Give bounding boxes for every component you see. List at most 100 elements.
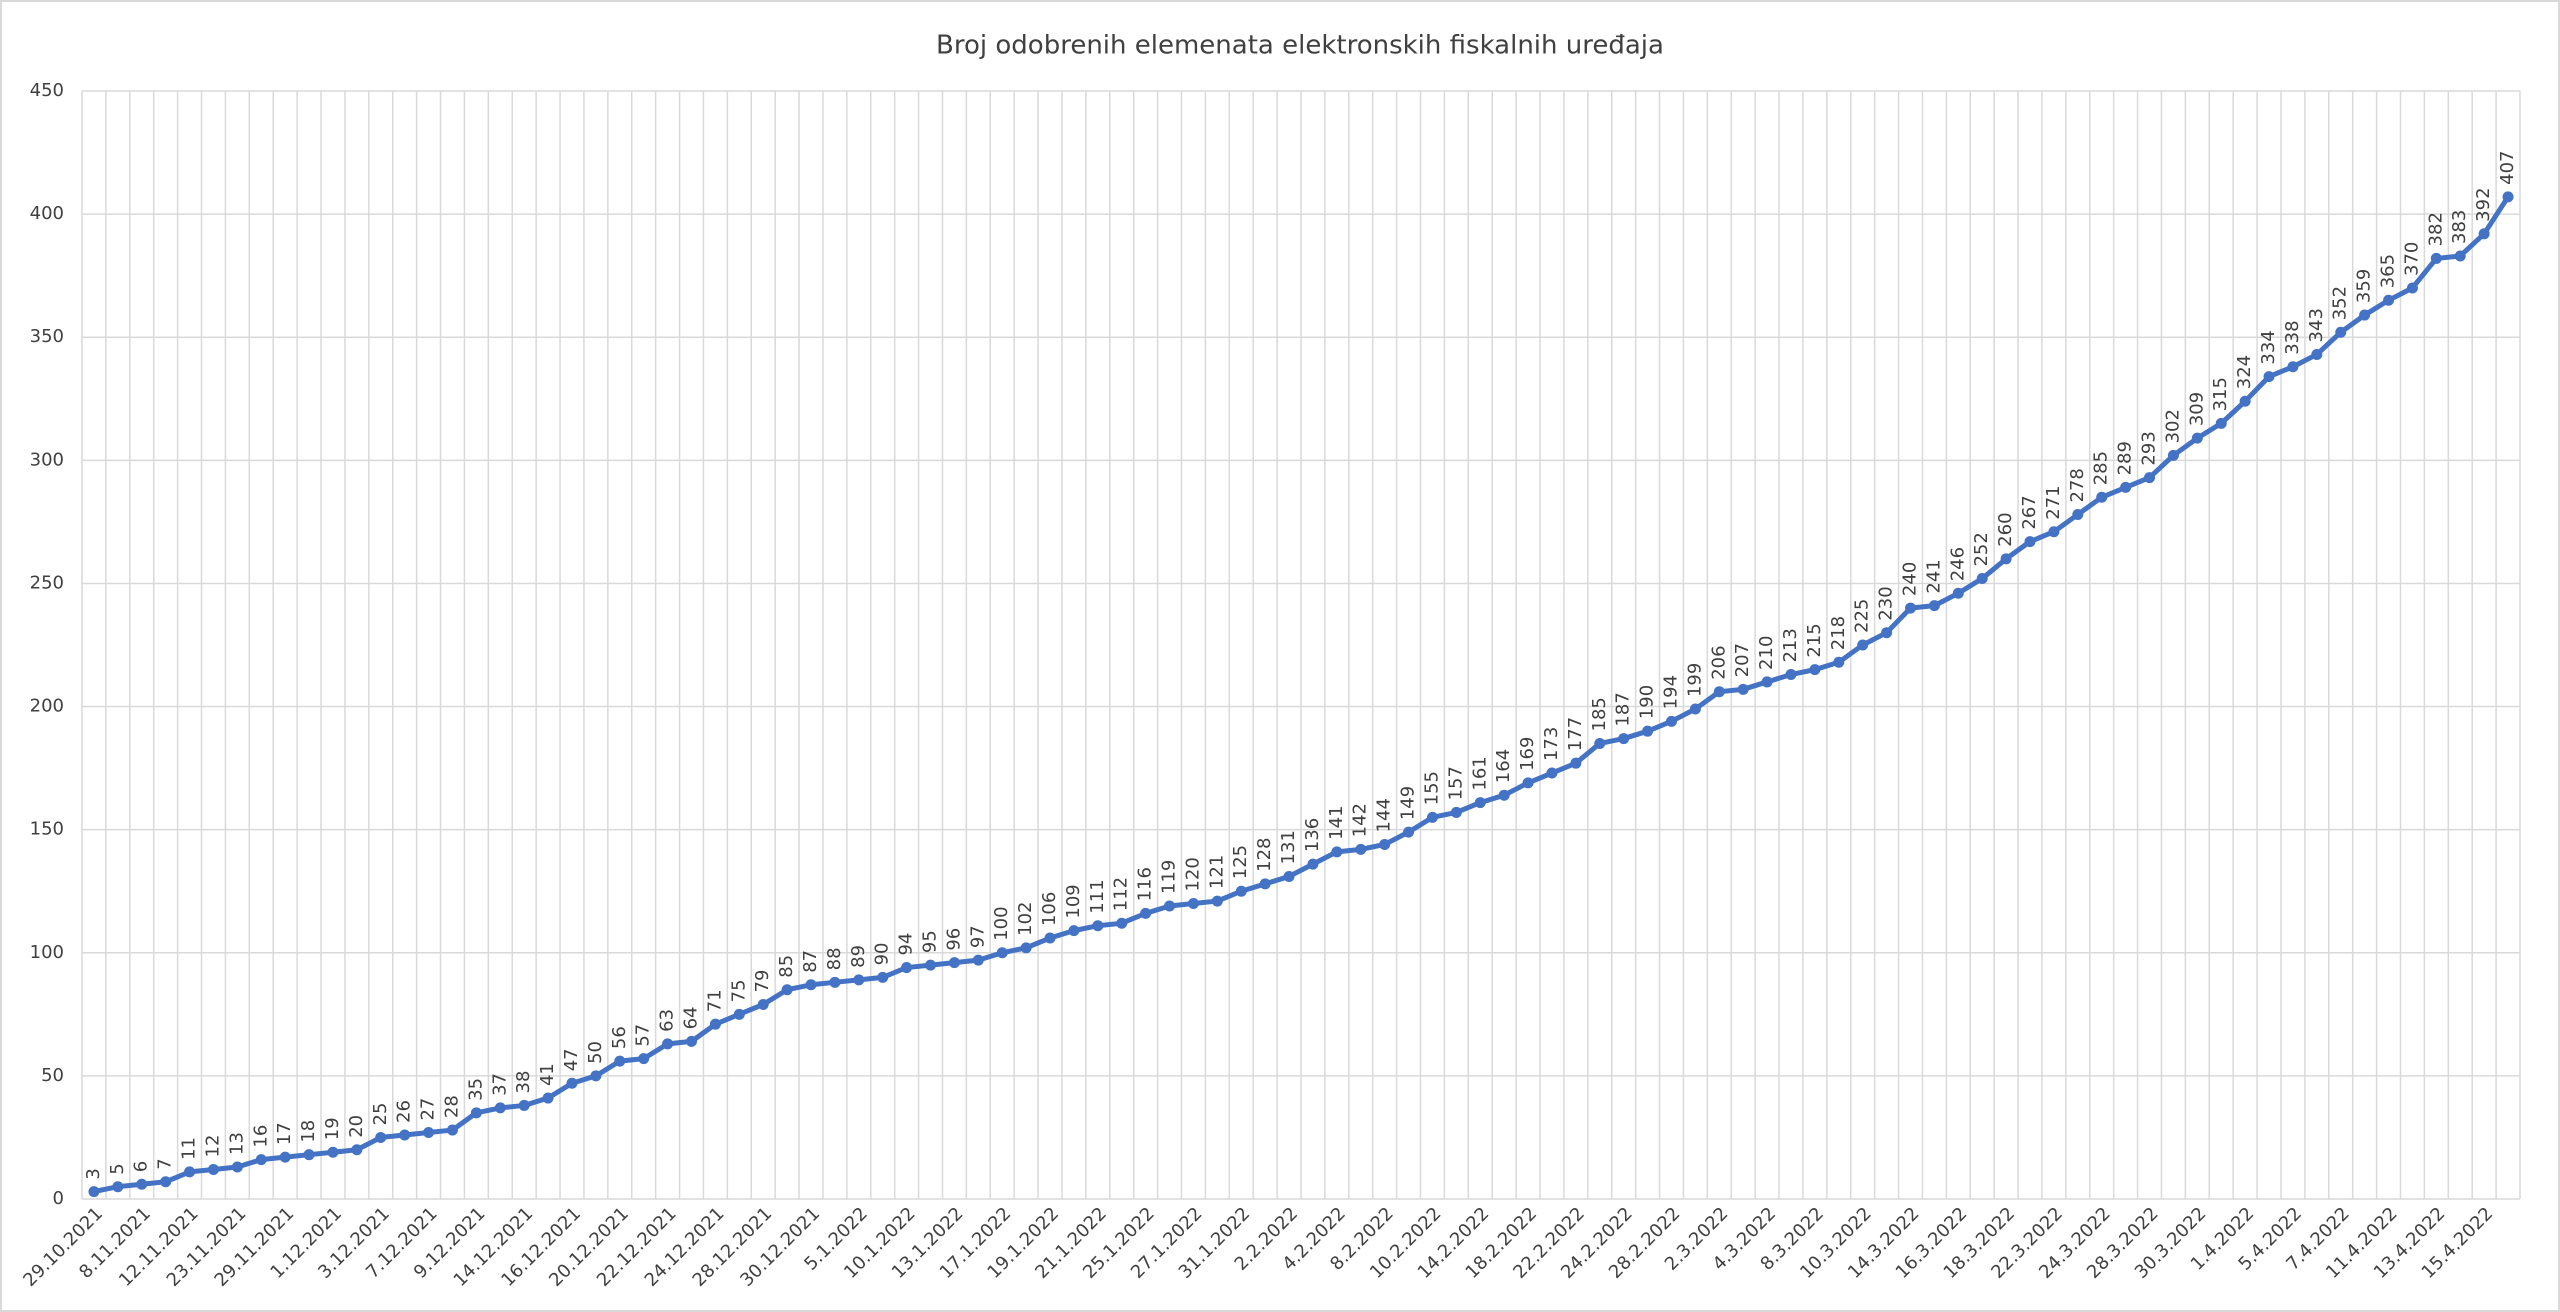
data-label: 213 bbox=[1780, 628, 1801, 662]
data-point bbox=[1403, 826, 1415, 838]
data-label: 102 bbox=[1015, 901, 1036, 935]
data-point bbox=[853, 974, 865, 986]
data-point bbox=[1857, 639, 1869, 651]
data-point bbox=[1140, 907, 1152, 919]
data-point bbox=[1498, 789, 1510, 801]
data-label: 100 bbox=[991, 906, 1012, 940]
data-point bbox=[494, 1102, 506, 1114]
data-point bbox=[279, 1151, 291, 1163]
data-point bbox=[1570, 757, 1582, 769]
data-label: 185 bbox=[1589, 697, 1610, 731]
data-point bbox=[2478, 228, 2490, 240]
data-point bbox=[2263, 371, 2275, 383]
data-label: 11 bbox=[179, 1137, 200, 1160]
data-point bbox=[1689, 703, 1701, 715]
data-label: 267 bbox=[2019, 495, 2040, 529]
data-point bbox=[1259, 878, 1271, 890]
data-point bbox=[614, 1055, 626, 1067]
data-label: 187 bbox=[1613, 692, 1634, 726]
data-point bbox=[2406, 282, 2418, 294]
data-point bbox=[1283, 870, 1295, 882]
data-point bbox=[566, 1077, 578, 1089]
data-label: 309 bbox=[2186, 392, 2207, 426]
data-point bbox=[1307, 858, 1319, 870]
data-point bbox=[303, 1149, 315, 1161]
data-point bbox=[207, 1163, 219, 1175]
data-point bbox=[2311, 348, 2323, 360]
data-label: 35 bbox=[465, 1078, 486, 1101]
data-label: 370 bbox=[2401, 242, 2422, 276]
y-tick-label: 400 bbox=[30, 203, 64, 224]
data-point bbox=[1713, 686, 1725, 698]
data-label: 106 bbox=[1039, 892, 1060, 926]
data-point bbox=[255, 1154, 267, 1166]
data-label: 199 bbox=[1684, 663, 1705, 697]
data-label: 177 bbox=[1565, 717, 1586, 751]
data-label: 190 bbox=[1637, 685, 1658, 719]
data-point bbox=[1522, 777, 1534, 789]
data-label: 97 bbox=[967, 925, 988, 948]
data-label: 120 bbox=[1182, 857, 1203, 891]
data-point bbox=[2167, 449, 2179, 461]
data-point bbox=[686, 1035, 697, 1047]
data-label: 157 bbox=[1445, 766, 1466, 800]
data-label: 95 bbox=[920, 930, 941, 953]
data-label: 285 bbox=[2091, 451, 2112, 485]
data-label: 19 bbox=[322, 1117, 343, 1140]
data-label: 13 bbox=[226, 1132, 247, 1155]
data-point bbox=[375, 1131, 387, 1143]
data-label: 64 bbox=[681, 1007, 702, 1030]
data-point bbox=[1068, 925, 1080, 937]
data-label: 136 bbox=[1302, 818, 1323, 852]
data-point bbox=[231, 1161, 243, 1173]
data-label: 365 bbox=[2378, 254, 2399, 288]
data-point bbox=[2383, 294, 2395, 306]
y-tick-label: 50 bbox=[41, 1065, 64, 1086]
data-label: 47 bbox=[561, 1048, 582, 1071]
data-point bbox=[2048, 526, 2060, 538]
data-label: 407 bbox=[2497, 151, 2518, 185]
data-point bbox=[2072, 509, 2084, 521]
data-point bbox=[542, 1092, 554, 1104]
data-point bbox=[2024, 536, 2036, 548]
data-point bbox=[2287, 361, 2299, 373]
y-tick-label: 200 bbox=[30, 696, 64, 717]
data-point bbox=[2215, 417, 2227, 429]
data-label: 241 bbox=[1923, 559, 1944, 593]
data-point bbox=[1905, 602, 1916, 614]
data-label: 79 bbox=[752, 970, 773, 993]
data-label: 240 bbox=[1900, 562, 1921, 596]
data-label: 392 bbox=[2473, 187, 2494, 221]
data-point bbox=[1952, 587, 1964, 599]
data-label: 324 bbox=[2234, 355, 2255, 389]
data-point bbox=[805, 979, 817, 991]
data-label: 18 bbox=[298, 1120, 319, 1143]
data-point bbox=[662, 1038, 674, 1050]
data-point bbox=[351, 1144, 363, 1156]
data-label: 338 bbox=[2282, 320, 2303, 354]
data-label: 289 bbox=[2115, 441, 2136, 475]
data-point bbox=[638, 1053, 650, 1065]
data-label: 206 bbox=[1708, 645, 1729, 679]
data-point bbox=[1665, 715, 1677, 727]
data-point bbox=[1379, 838, 1391, 850]
data-label: 144 bbox=[1374, 798, 1395, 832]
y-tick-label: 300 bbox=[30, 449, 64, 470]
data-label: 149 bbox=[1398, 786, 1419, 820]
data-label: 26 bbox=[394, 1100, 415, 1123]
data-point bbox=[1164, 900, 1176, 912]
data-label: 302 bbox=[2162, 409, 2183, 443]
data-point bbox=[2120, 481, 2132, 493]
data-point bbox=[757, 998, 769, 1010]
data-label: 359 bbox=[2354, 269, 2375, 303]
data-point bbox=[2239, 395, 2251, 407]
data-label: 252 bbox=[1971, 532, 1992, 566]
data-label: 38 bbox=[513, 1071, 534, 1094]
data-point bbox=[1618, 733, 1630, 745]
data-label: 215 bbox=[1804, 623, 1825, 657]
data-label: 293 bbox=[2139, 431, 2160, 465]
data-label: 343 bbox=[2306, 308, 2327, 342]
data-label: 57 bbox=[633, 1024, 654, 1047]
